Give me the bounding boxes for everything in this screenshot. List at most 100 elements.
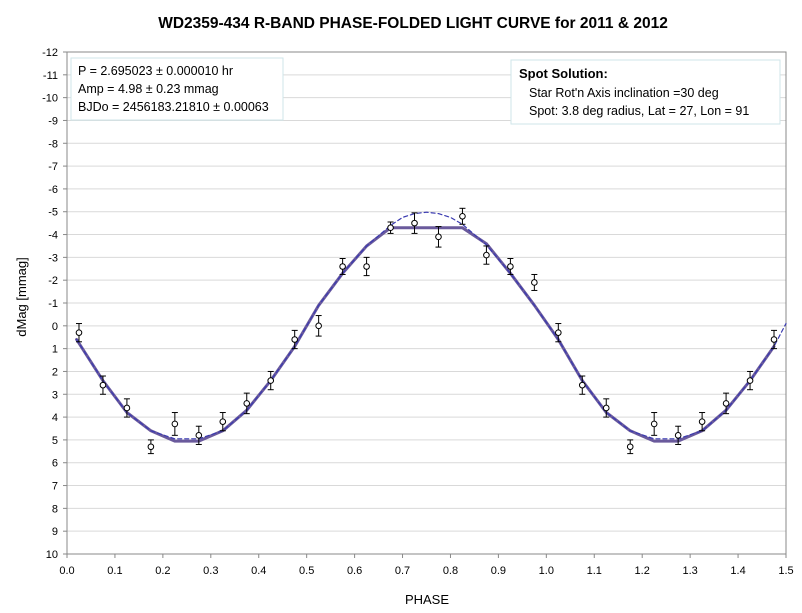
observation-point	[387, 221, 394, 234]
x-axis-label: PHASE	[405, 592, 449, 607]
data-point	[219, 418, 227, 425]
data-point	[99, 381, 107, 389]
y-tick-label: -4	[48, 230, 58, 242]
data-point	[531, 279, 538, 286]
y-tick-label: 6	[52, 458, 58, 470]
x-tick-label: 0.4	[251, 565, 266, 577]
y-tick-label: 5	[52, 435, 58, 447]
data-point	[315, 322, 322, 330]
y-tick-label: 1	[52, 344, 58, 356]
x-tick-label: 1.5	[778, 565, 793, 577]
observation-point	[411, 212, 418, 234]
data-point	[267, 377, 275, 384]
data-point	[722, 400, 730, 407]
y-tick-label: -5	[48, 207, 58, 219]
data-point	[435, 233, 442, 241]
x-tick-label: 0.8	[443, 565, 458, 577]
data-point	[411, 219, 418, 227]
y-tick-label: 10	[46, 549, 58, 561]
y-tick-label: 3	[52, 389, 58, 401]
observation-point	[99, 375, 107, 395]
observation-point	[315, 315, 322, 337]
spot-parameters: Spot: 3.8 deg radius, Lat = 27, Lon = 91	[529, 104, 749, 118]
data-point	[75, 329, 83, 336]
observation-point	[722, 392, 730, 415]
data-point	[147, 443, 155, 451]
data-point	[123, 404, 131, 412]
observation-point	[243, 392, 251, 415]
x-tick-label: 1.0	[539, 565, 554, 577]
data-point	[698, 418, 706, 425]
x-tick-label: 1.4	[730, 565, 745, 577]
data-point	[578, 381, 586, 389]
data-point	[339, 263, 346, 270]
observation-point	[602, 398, 610, 418]
observations	[75, 207, 778, 455]
data-point	[291, 336, 298, 343]
data-point	[195, 432, 203, 439]
spot-solution-title: Spot Solution:	[519, 66, 608, 81]
y-tick-label: 9	[52, 526, 58, 538]
parameters-box: P = 2.695023 ± 0.000010 hr Amp = 4.98 ± …	[70, 57, 284, 121]
x-tick-label: 0.1	[107, 565, 122, 577]
y-tick-label: -6	[48, 184, 58, 196]
data-point	[459, 212, 466, 220]
x-tick-label: 0.3	[203, 565, 218, 577]
observation-point	[123, 398, 131, 418]
observation-point	[674, 425, 682, 445]
data-point	[243, 400, 251, 407]
observation-point	[435, 226, 442, 248]
x-tick-label: 1.1	[587, 565, 602, 577]
y-tick-label: -1	[48, 298, 58, 310]
data-point	[626, 443, 634, 451]
observation-point	[171, 412, 179, 436]
spot-solution-box: Spot Solution: Star Rot'n Axis inclinati…	[510, 59, 781, 125]
observation-point	[578, 375, 586, 395]
x-axis: 0.0 0.1 0.2 0.3 0.4 0.5 0.6 0.7 0.8 0.9 1.0 1.1 1.2 1…	[59, 554, 794, 577]
observation-point	[195, 425, 203, 445]
observation-point	[339, 258, 346, 275]
observation-point	[531, 273, 538, 291]
data-point	[387, 224, 394, 231]
x-tick-label: 0.0	[59, 565, 74, 577]
y-tick-label: -3	[48, 252, 58, 264]
observation-point	[75, 323, 83, 343]
x-tick-label: 1.2	[635, 565, 650, 577]
y-tick-label: -11	[43, 70, 58, 82]
y-tick-label: 8	[52, 503, 58, 515]
y-tick-label: -9	[48, 115, 58, 127]
param-amplitude: Amp = 4.98 ± 0.23 mmag	[78, 82, 219, 96]
param-period: P = 2.695023 ± 0.000010 hr	[78, 64, 233, 78]
y-axis-label: dMag [mmag]	[14, 257, 29, 336]
observation-point	[219, 412, 227, 432]
y-tick-label: -7	[48, 161, 58, 173]
data-point	[674, 432, 682, 439]
x-tick-label: 0.6	[347, 565, 362, 577]
observation-point	[147, 439, 155, 455]
model-curve-solid	[75, 226, 776, 443]
param-bjd: BJDo = 2456183.21810 ± 0.00063	[78, 100, 269, 114]
y-tick-label: -2	[48, 275, 58, 287]
grid	[67, 51, 786, 555]
observation-point	[507, 258, 514, 275]
data-point	[171, 420, 179, 428]
observation-point	[555, 323, 562, 343]
x-tick-label: 0.2	[155, 565, 170, 577]
observation-point	[267, 370, 275, 391]
data-point	[483, 251, 490, 259]
y-tick-label: 7	[52, 481, 58, 493]
x-tick-label: 0.5	[299, 565, 314, 577]
y-tick-label: 2	[52, 366, 58, 378]
chart-title: WD2359-434 R-BAND PHASE-FOLDED LIGHT CUR…	[158, 15, 668, 32]
observation-point	[626, 439, 634, 455]
spot-inclination: Star Rot'n Axis inclination =30 deg	[529, 86, 719, 100]
x-tick-label: 0.7	[395, 565, 410, 577]
data-point	[507, 263, 514, 270]
model-curve-dashed	[75, 211, 787, 440]
data-point	[363, 263, 370, 270]
y-tick-label: 4	[52, 412, 58, 424]
y-tick-label: -10	[42, 93, 58, 105]
data-point	[746, 377, 754, 384]
observation-point	[746, 370, 754, 391]
